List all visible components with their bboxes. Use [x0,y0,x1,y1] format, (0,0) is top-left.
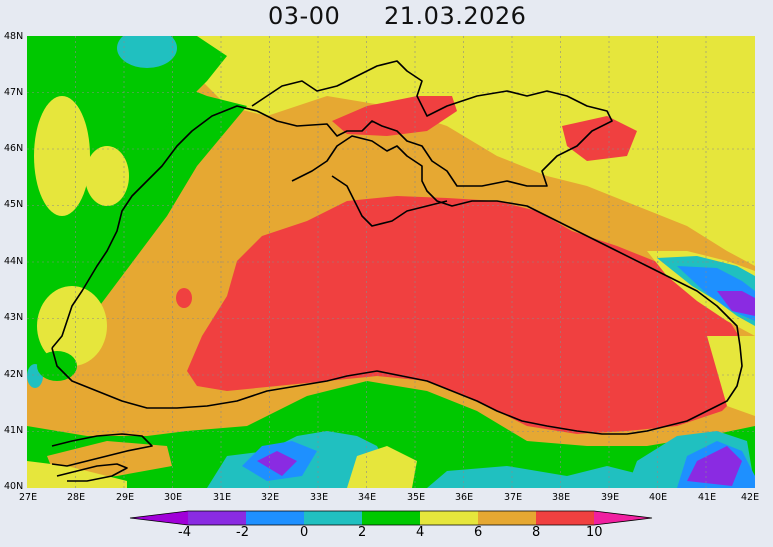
legend-swatch-0-2 [304,511,362,525]
temperature-map [27,36,755,488]
legend-swatch-below-neg4 [130,511,188,525]
grid-lines [27,36,755,488]
lon-tick-33e: 33E [310,492,329,503]
legend-label-neg2: -2 [236,525,249,540]
legend-label-2: 2 [358,525,367,540]
lat-tick-41n: 41N [4,425,24,436]
lon-tick-32e: 32E [261,492,280,503]
lon-tick-39e: 39E [601,492,620,503]
color-legend [129,510,653,526]
lat-tick-44n: 44N [4,256,24,267]
field-yellow-top [27,36,755,96]
forecast-date: 21.03.2026 [384,2,527,30]
lon-tick-41e: 41E [698,492,717,503]
legend-label-0: 0 [300,525,309,540]
map-title: 03-00 21.03.2026 [0,2,773,32]
lat-tick-40n: 40N [4,481,24,492]
lon-tick-28e: 28E [67,492,86,503]
lon-tick-31e: 31E [213,492,232,503]
legend-label-neg4: -4 [178,525,191,540]
lon-tick-35e: 35E [407,492,426,503]
legend-label-8: 8 [532,525,541,540]
forecast-time: 03-00 [268,2,341,30]
lat-tick-46n: 46N [4,143,24,154]
lat-tick-47n: 47N [4,87,24,98]
legend-swatch-above-10 [594,511,652,525]
field-red-core [187,196,742,434]
lon-tick-36e: 36E [455,492,474,503]
legend-label-4: 4 [416,525,425,540]
lon-tick-27e: 27E [19,492,38,503]
legend-swatch-8-10 [536,511,594,525]
legend-swatch-neg2-0 [246,511,304,525]
lon-tick-40e: 40E [649,492,668,503]
coastlines [51,60,743,482]
lon-tick-42e: 42E [741,492,760,503]
field-green-south [27,381,755,488]
legend-swatch-6-8 [478,511,536,525]
field-yellow-north [27,36,755,266]
legend-swatch-neg4-neg2 [188,511,246,525]
lat-tick-43n: 43N [4,312,24,323]
lon-tick-29e: 29E [116,492,135,503]
lon-tick-30e: 30E [164,492,183,503]
lat-tick-45n: 45N [4,199,24,210]
lon-tick-37e: 37E [504,492,523,503]
map-canvas [27,36,755,488]
lat-tick-48n: 48N [4,31,24,42]
legend-label-10: 10 [586,525,603,540]
lon-tick-34e: 34E [358,492,377,503]
lon-tick-38e: 38E [552,492,571,503]
legend-swatch-4-6 [420,511,478,525]
legend-label-6: 6 [474,525,483,540]
lat-tick-42n: 42N [4,369,24,380]
legend-swatch-2-4 [362,511,420,525]
